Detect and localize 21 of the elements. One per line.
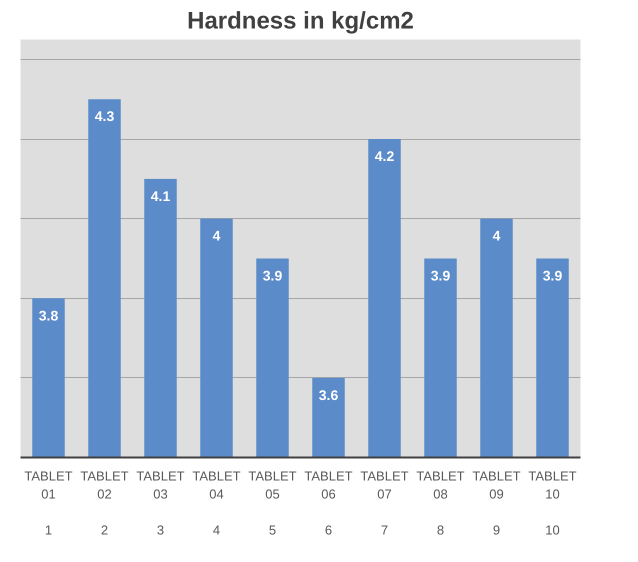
data-label: 3.9: [430, 267, 450, 284]
data-label: 3.9: [542, 267, 562, 284]
category-label: TABLET 06 6: [304, 468, 353, 538]
chart-title: Hardness in kg/cm2: [187, 8, 414, 34]
data-label: 4.1: [150, 188, 170, 204]
category-label: TABLET 03 3: [136, 468, 185, 538]
data-label: 4.3: [94, 108, 114, 124]
data-label: 4.2: [374, 148, 394, 164]
category-label: TABLET 04 4: [192, 468, 241, 538]
category-label: TABLET 01 1: [24, 468, 73, 538]
data-label: 3.9: [262, 267, 282, 284]
data-label: 3.8: [38, 307, 58, 324]
category-label: TABLET 10 10: [528, 468, 577, 538]
data-label: 3.6: [318, 386, 338, 403]
category-label: TABLET 09 9: [472, 468, 521, 538]
category-label: TABLET 02 2: [80, 468, 129, 538]
category-label: TABLET 08 8: [416, 468, 465, 538]
category-label: TABLET 05 5: [248, 468, 297, 538]
data-label: 4: [212, 228, 221, 244]
data-label: 4: [492, 228, 501, 244]
category-label: TABLET 07 7: [360, 468, 409, 538]
